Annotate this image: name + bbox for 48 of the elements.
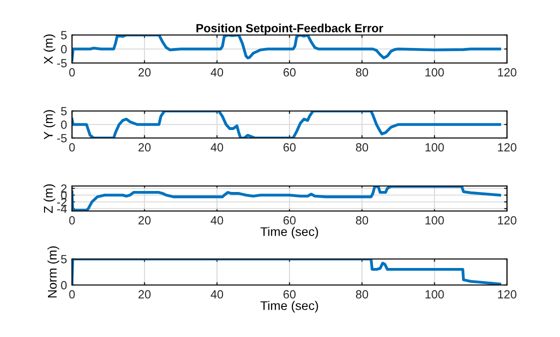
x-tick-label: 40 <box>210 290 224 299</box>
y-tick-label: -5 <box>57 59 67 68</box>
x-tick-label: 0 <box>69 216 75 225</box>
x-tick-label: 80 <box>356 143 368 152</box>
x-tick-label: 120 <box>498 143 516 152</box>
y-tick-label: -4 <box>57 204 67 213</box>
x-tick-label: 80 <box>356 290 368 299</box>
x-tick-label: 0 <box>69 68 75 77</box>
x-tick-label: 100 <box>426 216 444 225</box>
x-tick-label: 40 <box>210 216 224 225</box>
x-tick-label: 100 <box>426 290 444 299</box>
x-tick-label: 0 <box>69 143 75 152</box>
x-tick-label: 0 <box>69 290 75 299</box>
x-tick-label: 60 <box>284 68 296 77</box>
x-tick-label: 60 <box>284 216 296 225</box>
x-tick-label: 60 <box>284 143 296 152</box>
x-tick-label: 20 <box>138 68 151 77</box>
y-tick-label: 5 <box>61 31 67 40</box>
x-tick-label: 100 <box>426 143 444 152</box>
line-series <box>72 186 502 211</box>
y-axis-title: Y (m) <box>44 110 56 140</box>
x-tick-label: 60 <box>284 290 296 299</box>
y-axis-title: Z (m) <box>44 184 56 214</box>
y-axis-title: Norm (m) <box>48 246 60 298</box>
line-series <box>72 259 502 285</box>
y-tick-label: -5 <box>57 134 67 142</box>
x-tick-label: 20 <box>138 290 151 299</box>
x-tick-label: 20 <box>138 143 151 152</box>
y-tick-label: 0 <box>61 45 67 54</box>
x-tick-label: 40 <box>210 143 224 152</box>
line-series <box>72 35 502 62</box>
x-tick-label: 120 <box>498 216 516 225</box>
x-axis-title: Time (sec) <box>260 226 318 239</box>
x-axis-title: Time (sec) <box>260 300 318 313</box>
x-tick-label: 40 <box>210 68 224 77</box>
x-tick-label: 120 <box>498 68 516 77</box>
x-tick-label: 100 <box>426 68 444 77</box>
y-axis-title: X (m) <box>44 34 56 64</box>
line-series <box>72 111 502 138</box>
y-tick-label: 5 <box>61 255 67 264</box>
chart-title: Position Setpoint-Feedback Error <box>196 24 384 35</box>
x-tick-label: 80 <box>356 216 368 225</box>
x-tick-label: 80 <box>356 68 368 77</box>
x-tick-label: 20 <box>138 216 151 225</box>
y-tick-label: 5 <box>61 107 67 116</box>
x-tick-label: 120 <box>498 290 516 299</box>
y-tick-label: 0 <box>61 120 67 129</box>
y-tick-label: 0 <box>61 281 67 290</box>
